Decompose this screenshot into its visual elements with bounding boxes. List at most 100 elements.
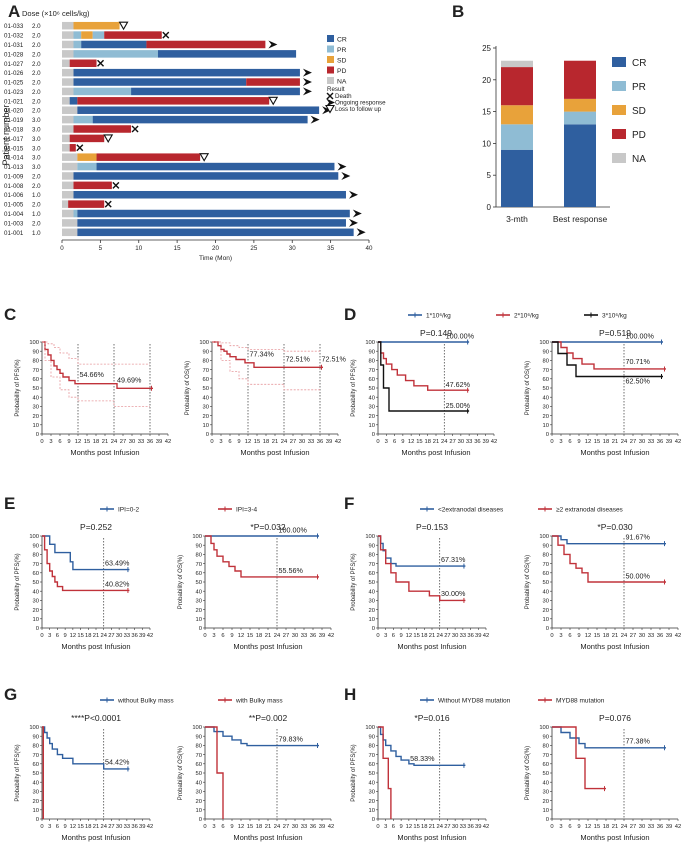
- km-y-tick-label: 100: [192, 725, 202, 731]
- km-x-tick-label: 39: [482, 439, 488, 445]
- death-marker: [76, 144, 84, 152]
- km-survival-estimate-label: 54.42%: [105, 758, 130, 767]
- swimmer-bar-na: [62, 219, 78, 227]
- loss-followup-marker: [268, 96, 279, 106]
- km-y-tick-label: 10: [33, 617, 39, 623]
- swimmer-bar-na: [62, 125, 74, 133]
- swimmer-bar-na: [62, 162, 78, 171]
- km-p-value: *P=0.030: [597, 522, 632, 532]
- km-y-tick-label: 50: [196, 580, 202, 586]
- km-x-tick-label: 15: [254, 439, 260, 445]
- km-p-value: P=0.153: [416, 522, 448, 532]
- km-y-tick-label: 40: [543, 395, 549, 401]
- km-y-tick-label: 30: [203, 405, 209, 411]
- bar-segment-pd: [564, 60, 596, 99]
- swimmer-bar-na: [62, 87, 74, 96]
- km-x-tick-label: 6: [228, 439, 231, 445]
- legend-swatch-pd: [327, 66, 334, 74]
- km-x-tick-label: 42: [483, 824, 489, 830]
- km-y-tick-label: 60: [196, 571, 202, 577]
- km-y-tick-label: 50: [369, 771, 375, 777]
- km-x-tick-label: 33: [460, 824, 466, 830]
- km-x-tick-label: 3: [559, 824, 562, 830]
- patient-id-label: 01-003: [4, 220, 24, 227]
- km-legend-label: 2*10⁶/kg: [514, 313, 539, 320]
- patient-dose-label: 3.0: [32, 155, 41, 162]
- patient-dose-label: 2.0: [32, 51, 41, 58]
- km-y-tick-label: 50: [369, 386, 375, 392]
- km-x-tick-label: 21: [429, 824, 435, 830]
- km-x-tick-label: 9: [230, 633, 233, 639]
- patient-id-label: 01-005: [4, 202, 24, 209]
- km-x-tick-label: 36: [467, 633, 473, 639]
- km-survival-estimate-label: 77.34%: [250, 350, 275, 359]
- km-x-tick-label: 24: [274, 633, 281, 639]
- km-x-tick-label: 15: [247, 824, 253, 830]
- km-p-value: ****P<0.0001: [71, 713, 121, 723]
- bar-legend-swatch-sd: [612, 105, 626, 115]
- km-survival-estimate-label: 63.49%: [105, 558, 130, 567]
- km-x-tick-label: 36: [467, 824, 473, 830]
- km-x-tick-label: 9: [577, 824, 580, 830]
- swimmer-bar-pd: [73, 125, 132, 133]
- patient-id-label: 01-001: [4, 230, 24, 237]
- panel-label-d: D: [344, 305, 356, 324]
- km-x-tick-label: 39: [139, 824, 145, 830]
- swimmer-x-tick-label: 25: [250, 245, 257, 252]
- km-y-tick-label: 30: [196, 790, 202, 796]
- km-y-tick-label: 80: [369, 744, 375, 750]
- patient-id-label: 01-031: [4, 42, 24, 49]
- km-y-tick-label: 100: [365, 534, 375, 540]
- km-y-tick-label: 0: [546, 432, 549, 438]
- km-y-tick-label: 30: [196, 599, 202, 605]
- result-legend-death: Death: [335, 93, 352, 100]
- legend-swatch-sd: [327, 56, 334, 63]
- bar-segment-cr: [564, 124, 596, 207]
- patient-id-label: 01-026: [4, 70, 24, 77]
- ongoing-arrow: [356, 228, 366, 237]
- km-y-tick-label: 70: [543, 368, 549, 374]
- patient-id-label: 01-014: [4, 155, 24, 162]
- swimmer-bar-cr: [92, 115, 308, 124]
- km-y-tick-label: 50: [543, 771, 549, 777]
- swimmer-x-tick-label: 15: [174, 245, 181, 252]
- km-x-tick-label: 12: [238, 824, 244, 830]
- km-legend-label: MYD88 mutation: [556, 698, 605, 705]
- km-survival-estimate-label: 70.71%: [626, 357, 651, 366]
- km-x-tick-label: 39: [156, 439, 162, 445]
- patient-dose-label: 2.0: [32, 23, 41, 30]
- km-x-tick-label: 42: [675, 439, 681, 445]
- km-y-tick-label: 30: [369, 405, 375, 411]
- km-x-tick-label: 18: [603, 439, 609, 445]
- km-x-tick-label: 12: [70, 633, 76, 639]
- death-marker-stroke: [97, 59, 105, 67]
- km-y-tick-label: 70: [203, 368, 209, 374]
- death-marker-stroke: [112, 181, 120, 189]
- legend-label-sd: SD: [337, 58, 347, 65]
- km-x-tick-label: 36: [657, 439, 663, 445]
- km-x-tick-label: 18: [85, 824, 91, 830]
- death-marker-stroke: [104, 200, 112, 208]
- km-y-tick-label: 0: [206, 432, 209, 438]
- km-x-tick-label: 15: [413, 633, 419, 639]
- swimmer-dose-header: Dose (×10⁶ cells/kg): [22, 9, 90, 18]
- km-x-tick-label: 42: [147, 824, 153, 830]
- km-survival-estimate-label: 30.00%: [441, 589, 466, 598]
- km-x-tick-label: 6: [568, 439, 571, 445]
- km-curve-black: [378, 341, 470, 412]
- km-x-label: Months post Infusion: [401, 448, 470, 457]
- swimmer-bar-na: [62, 144, 70, 152]
- km-x-tick-label: 36: [317, 439, 323, 445]
- km-curve-red: [205, 535, 319, 578]
- loss-followup-marker: [199, 153, 210, 162]
- result-legend-loss: Loss to follow up: [335, 106, 382, 113]
- km-x-tick-label: 27: [630, 439, 636, 445]
- km-curve-red: [552, 535, 666, 583]
- km-x-tick-label: 27: [630, 633, 636, 639]
- km-y-tick-label: 0: [546, 626, 549, 632]
- death-marker-stroke: [76, 144, 84, 152]
- ongoing-arrow: [348, 218, 358, 227]
- km-x-tick-label: 42: [165, 439, 171, 445]
- bar-segment-sd: [501, 105, 533, 125]
- km-y-tick-label: 90: [543, 349, 549, 355]
